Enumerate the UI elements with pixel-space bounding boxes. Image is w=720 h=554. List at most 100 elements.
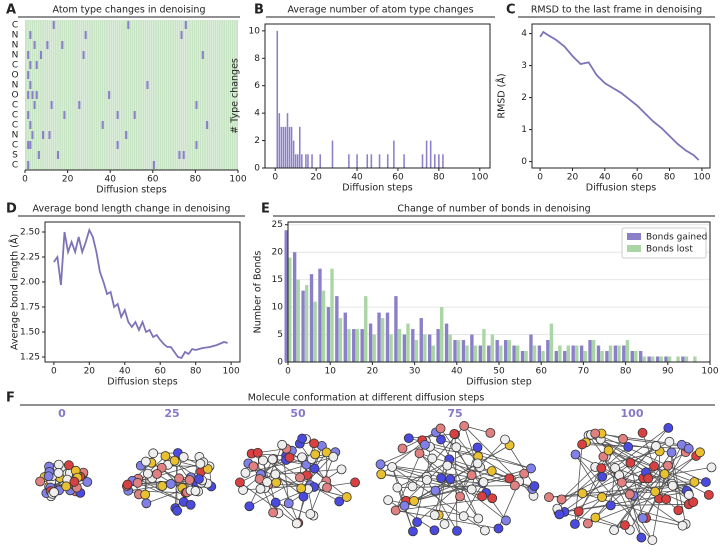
bar xyxy=(414,340,419,362)
atom xyxy=(473,513,484,524)
atom xyxy=(701,477,711,487)
change-event xyxy=(127,21,130,29)
change-event xyxy=(33,101,36,109)
atom xyxy=(661,494,672,505)
plot-frame xyxy=(44,221,241,363)
change-event xyxy=(182,151,185,159)
change-event xyxy=(27,161,30,169)
bar xyxy=(389,334,393,362)
change-event xyxy=(46,41,49,49)
panel-title: Atom type changes in denoising xyxy=(53,5,206,16)
atom xyxy=(519,468,530,479)
atom xyxy=(459,421,470,431)
y-tick-label: 4 xyxy=(254,109,260,119)
x-tick-label: 60 xyxy=(147,175,159,185)
legend-swatch xyxy=(627,233,641,240)
row-label: N xyxy=(12,41,19,51)
step-label: 100 xyxy=(621,407,644,420)
y-tick-label: 2 xyxy=(254,136,260,146)
atom xyxy=(485,427,496,438)
x-tick-label: 40 xyxy=(119,367,131,377)
bar xyxy=(440,307,444,362)
atom xyxy=(53,459,64,470)
change-event xyxy=(48,131,51,139)
bond xyxy=(264,487,299,524)
x-tick-label: 40 xyxy=(104,175,116,185)
plot-frame xyxy=(264,23,491,169)
change-event xyxy=(37,151,40,159)
x-tick-label: 80 xyxy=(190,175,202,185)
x-tick-label: 70 xyxy=(578,367,590,377)
bar xyxy=(549,323,554,362)
atom xyxy=(240,467,251,478)
atom xyxy=(597,471,608,482)
atom xyxy=(420,440,430,450)
row-label: O xyxy=(11,71,18,81)
atom xyxy=(616,477,627,488)
change-event xyxy=(116,111,119,119)
bond xyxy=(434,465,448,516)
bond xyxy=(380,444,426,465)
y-tick-label: 5 xyxy=(277,330,283,340)
atom xyxy=(570,519,580,529)
bar xyxy=(368,323,373,362)
atom xyxy=(573,506,584,517)
atom xyxy=(556,494,567,505)
bar xyxy=(411,329,415,362)
bar xyxy=(394,296,398,362)
atom xyxy=(487,493,498,504)
bond xyxy=(391,466,483,497)
y-tick-label: 0 xyxy=(521,157,527,167)
atom xyxy=(195,458,206,469)
atom xyxy=(477,491,487,502)
bar xyxy=(482,329,486,362)
bond xyxy=(548,481,706,498)
row-label: N xyxy=(12,131,19,141)
atom xyxy=(544,492,554,503)
atom xyxy=(643,473,654,484)
bar xyxy=(478,345,483,362)
bar xyxy=(311,154,313,168)
change-event xyxy=(33,41,36,49)
x-tick-label: 40 xyxy=(451,367,463,377)
bar xyxy=(617,345,621,362)
bar xyxy=(366,154,369,168)
atom xyxy=(625,457,636,468)
atom xyxy=(328,451,339,462)
change-event xyxy=(50,101,53,109)
bar xyxy=(309,274,314,362)
bar xyxy=(634,351,638,362)
bar xyxy=(436,329,440,362)
atom xyxy=(165,479,176,489)
bond xyxy=(564,504,611,513)
bar xyxy=(292,252,297,362)
bond xyxy=(610,503,689,506)
atom xyxy=(152,469,162,479)
bond xyxy=(629,494,642,538)
atom xyxy=(598,451,609,462)
atom xyxy=(451,442,462,453)
bar xyxy=(335,296,339,362)
y-tick-label: 4 xyxy=(521,29,527,39)
x-tick-label: 60 xyxy=(392,173,404,183)
atom xyxy=(618,433,628,444)
bar xyxy=(588,340,592,362)
panel-letter: E xyxy=(261,202,270,217)
atom xyxy=(132,477,143,488)
atom xyxy=(529,481,540,491)
change-event xyxy=(195,101,198,109)
bond xyxy=(575,454,653,541)
x-tick-label: 80 xyxy=(620,367,632,377)
y-axis-label: Number of Bonds xyxy=(253,251,264,334)
y-tick-label: 1.50 xyxy=(20,328,40,338)
atom xyxy=(297,433,308,444)
row-label: N xyxy=(12,51,19,61)
change-event xyxy=(178,151,181,159)
atom xyxy=(63,460,74,471)
x-axis-label: Diffusion steps xyxy=(107,377,178,388)
change-event xyxy=(29,121,32,129)
x-tick-label: 50 xyxy=(493,367,505,377)
bar xyxy=(591,340,596,362)
bar xyxy=(402,334,407,362)
atom xyxy=(409,496,419,506)
